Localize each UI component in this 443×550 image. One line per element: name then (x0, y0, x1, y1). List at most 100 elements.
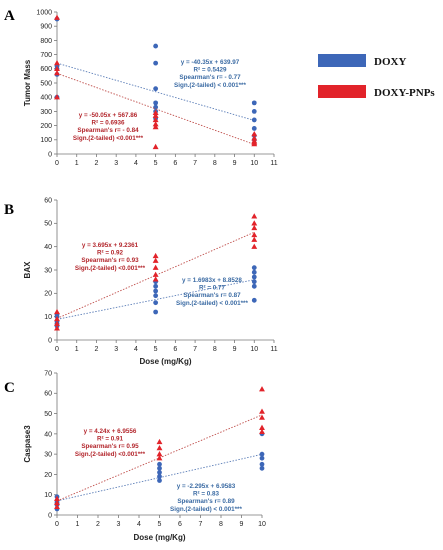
data-point-doxy (251, 100, 257, 106)
x-tick-label: 10 (250, 160, 258, 167)
data-point-doxy (251, 283, 257, 289)
y-tick-label: 30 (44, 452, 52, 459)
data-point-doxy-pnps (251, 243, 258, 249)
x-tick-label: 7 (199, 521, 203, 528)
y-tick-label: 70 (44, 370, 52, 377)
x-tick-label: 7 (193, 160, 197, 167)
panel-letter-a: A (4, 8, 15, 24)
trend-annotation-doxy: R² = 0.83 (193, 491, 220, 498)
chart-caspase3: 0 10 20 30 40 50 60 70 0 1 2 3 4 5 6 7 8 9 10 Caspase3 Dose … (23, 370, 266, 542)
trendline-doxy-pnps (56, 72, 255, 145)
x-tick-label: 3 (117, 521, 121, 528)
data-point-doxy-pnps (251, 213, 258, 219)
data-point-doxy (153, 86, 159, 92)
x-tick-label: 4 (137, 521, 141, 528)
y-tick-label: 50 (44, 221, 52, 228)
data-point-doxy (259, 451, 265, 457)
x-axis-label: Dose (mg/Kg) (140, 357, 192, 366)
data-point-doxy-pnps (54, 65, 60, 71)
trend-annotation-doxy: y = 1.6983x + 8.8528 (182, 277, 242, 284)
data-point-doxy (153, 283, 159, 289)
x-tick-label: 5 (154, 346, 158, 353)
data-point-doxy-pnps (152, 143, 159, 150)
y-tick-label: 60 (44, 197, 52, 204)
trendline-doxy (56, 62, 255, 121)
legend-swatch-doxy (318, 54, 366, 67)
data-point-doxy-pnps (152, 121, 159, 127)
trend-annotation-doxy-pnps: Spearman's r= 0.95 (81, 443, 139, 450)
data-point-doxy-pnps (259, 428, 265, 434)
y-tick-label: 0 (48, 512, 52, 519)
data-point-doxy-pnps (156, 451, 163, 457)
x-tick-label: 11 (270, 346, 277, 353)
y-axis-label: Tumor Mass (23, 59, 32, 106)
trend-annotation-doxy: y = -2.295x + 6.9583 (177, 483, 236, 490)
legend-label-doxy: DOXY (374, 56, 406, 68)
data-point-doxy (157, 465, 162, 471)
data-point-doxy (259, 465, 265, 471)
data-point-doxy-pnps (259, 408, 265, 414)
data-point-doxy (251, 126, 257, 131)
data-point-doxy (153, 100, 159, 106)
data-point-doxy-pnps (152, 264, 159, 270)
data-point-doxy (251, 265, 257, 271)
data-point-doxy-pnps (54, 495, 60, 501)
data-point-doxy-pnps (54, 60, 60, 66)
data-point-doxy-pnps (259, 414, 265, 420)
data-point-doxy (153, 60, 159, 66)
trend-annotation-doxy-pnps: Sign.(2-tailed) <0.001*** (75, 451, 146, 458)
trend-annotation-doxy-pnps: Sign.(2-tailed) <0.001*** (73, 135, 144, 142)
data-point-doxy-pnps (54, 315, 60, 322)
data-point-doxy (153, 300, 159, 306)
x-tick-label: 1 (75, 160, 79, 167)
data-point-doxy (251, 274, 257, 280)
trend-annotation-doxy: Spearman's r= - 0.77 (179, 74, 241, 81)
x-tick-label: 8 (219, 521, 223, 528)
x-tick-label: 0 (55, 521, 59, 528)
data-point-doxy (251, 297, 257, 303)
trend-annotation-doxy: Spearman's r= 0.89 (177, 498, 235, 505)
trend-annotation-doxy: Sign.(2-tailed) < 0.001*** (170, 506, 242, 513)
trendline-doxy (56, 279, 255, 320)
x-tick-label: 4 (134, 346, 138, 353)
trend-annotation-doxy-pnps: y = 3.695x + 9.2361 (82, 242, 139, 249)
trend-annotation-doxy: Sign.(2-tailed) < 0.001*** (176, 300, 248, 307)
data-point-doxy-pnps (259, 386, 265, 392)
legend-label-doxy-pnps: DOXY-PNPs (374, 87, 435, 99)
x-axis-label: Dose (mg/Kg) (134, 533, 186, 542)
data-point-doxy-pnps (152, 123, 159, 130)
x-tick-label: 11 (270, 160, 277, 167)
data-point-doxy (153, 293, 159, 299)
data-point-doxy-pnps (251, 224, 258, 231)
x-tick-label: 10 (250, 346, 258, 353)
y-tick-label: 100 (40, 137, 52, 144)
y-tick-label: 400 (40, 95, 52, 102)
y-tick-label: 10 (44, 492, 52, 499)
data-point-doxy-pnps (156, 455, 163, 461)
y-tick-label: 200 (40, 123, 52, 130)
x-tick-label: 4 (134, 160, 138, 167)
y-tick-label: 20 (44, 472, 52, 479)
x-tick-label: 5 (154, 160, 158, 167)
y-tick-label: 800 (40, 38, 52, 45)
data-point-doxy (251, 279, 257, 285)
y-tick-label: 20 (44, 291, 52, 298)
data-point-doxy-pnps (54, 14, 60, 20)
data-point-doxy-pnps (251, 135, 258, 141)
trend-annotation-doxy-pnps: Spearman's r= 0.93 (81, 257, 139, 264)
data-point-doxy-pnps (152, 276, 159, 282)
trend-annotation-doxy-pnps: R² = 0.91 (97, 436, 124, 443)
x-tick-label: 5 (158, 521, 162, 528)
trend-annotation-doxy: R² = 0.5429 (193, 67, 227, 74)
y-tick-label: 500 (40, 80, 52, 87)
x-tick-label: 2 (96, 521, 100, 528)
y-tick-label: 50 (44, 411, 52, 418)
panel-letter-b: B (4, 202, 14, 218)
data-point-doxy (157, 461, 162, 467)
x-tick-label: 0 (55, 160, 59, 167)
data-point-doxy-pnps (54, 320, 60, 326)
data-point-doxy (153, 288, 159, 294)
data-point-doxy (157, 478, 162, 483)
data-point-doxy (157, 474, 162, 479)
